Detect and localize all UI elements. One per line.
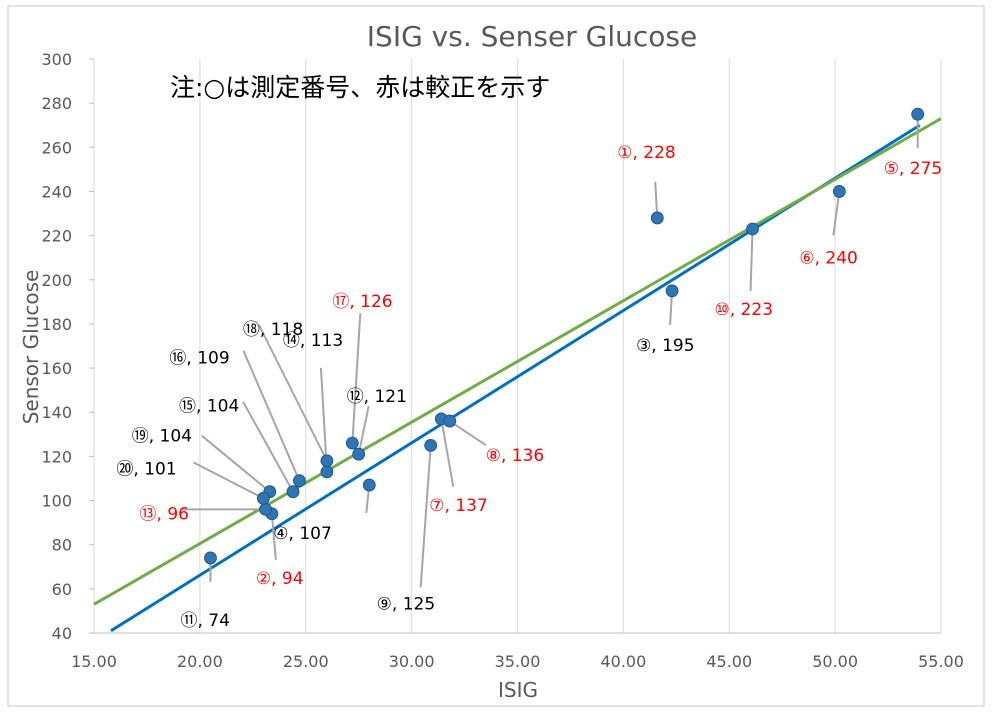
y-tick-label: 80	[52, 536, 72, 555]
data-label: ⑦, 137	[429, 496, 488, 516]
data-point	[286, 485, 300, 499]
x-tick-label: 40.00	[600, 652, 646, 671]
y-tick-label: 300	[41, 50, 72, 69]
x-tick-label: 30.00	[389, 652, 435, 671]
y-tick-label: 160	[41, 359, 72, 378]
data-label: ⑱, 118	[243, 320, 303, 340]
data-point	[320, 465, 334, 479]
leader-line	[270, 513, 277, 560]
data-label: ①, 228	[617, 143, 676, 163]
chart-border	[7, 5, 985, 707]
data-point	[832, 185, 846, 198]
x-tick-label: 45.00	[706, 652, 752, 671]
leader-line	[192, 461, 264, 500]
leader-line	[832, 191, 841, 236]
data-label: ⑬, 96	[140, 504, 189, 524]
data-point	[259, 502, 272, 516]
leader-line	[201, 434, 271, 493]
data-point	[345, 436, 359, 450]
data-label: ②, 94	[256, 569, 304, 589]
gridlines	[89, 58, 942, 634]
data-label: ⑥, 240	[799, 248, 858, 268]
data-label: ⑯, 109	[169, 349, 229, 369]
y-axis-title: Sensor Glucose	[19, 270, 43, 425]
trend-lines	[93, 117, 942, 633]
leader-line	[440, 418, 455, 488]
y-tick-label: 100	[41, 492, 72, 511]
y-tick-label: 140	[41, 403, 72, 422]
y-tick-label: 40	[52, 624, 72, 643]
leader-line	[242, 350, 301, 482]
chart-title: ISIG vs. Senser Glucose	[367, 20, 697, 53]
trend-line	[93, 117, 942, 606]
data-labels: ①, 228 ②, 94 ③, 195 ④, 107 ⑤, 275 ⑥, 240 ⑦, 13…	[116, 143, 942, 631]
data-label: ⑤, 275	[884, 159, 943, 179]
data-point	[424, 438, 438, 452]
data-label: ⑩, 223	[715, 300, 774, 320]
data-point	[320, 454, 334, 468]
axis-ticks: 15.00 20.00 25.00 30.00 35.00 40.00 45.00 50.00…	[41, 50, 963, 671]
data-label: ⑮, 104	[179, 397, 239, 417]
x-tick-label: 35.00	[495, 652, 541, 671]
data-point	[746, 222, 759, 236]
data-point	[443, 414, 457, 428]
leader-line	[357, 405, 370, 455]
y-tick-label: 220	[41, 227, 72, 246]
data-point	[650, 211, 664, 225]
y-tick-label: 280	[41, 94, 72, 113]
data-point	[911, 107, 925, 121]
data-label: ⑭, 113	[283, 331, 343, 351]
data-point	[362, 478, 376, 492]
data-label: ⑳, 101	[116, 459, 176, 479]
leader-line	[258, 324, 328, 462]
leader-line	[449, 420, 487, 446]
data-label: ⑰, 126	[332, 292, 392, 312]
y-tick-label: 60	[52, 580, 72, 599]
data-point	[204, 551, 217, 565]
data-point	[256, 491, 270, 505]
data-label: ⑧, 136	[486, 446, 545, 466]
data-point	[292, 474, 306, 488]
x-tick-label: 55.00	[918, 652, 964, 671]
data-point	[665, 284, 679, 298]
x-tick-label: 25.00	[283, 652, 329, 671]
data-point	[352, 447, 366, 461]
x-tick-label: 50.00	[812, 652, 858, 671]
leader-line	[351, 313, 362, 444]
leader-line	[242, 401, 294, 493]
chart-note: 注:○は測定番号、赤は較正を示す	[170, 73, 550, 102]
x-axis-title: ISIG	[498, 678, 538, 702]
x-tick-label: 15.00	[71, 652, 117, 671]
data-label: ③, 195	[636, 336, 695, 356]
x-tick-label: 20.00	[177, 652, 223, 671]
data-label: ⑫, 121	[347, 387, 407, 407]
data-label: ⑪, 74	[180, 611, 229, 631]
y-tick-label: 200	[41, 271, 72, 290]
y-tick-label: 240	[41, 182, 72, 201]
y-tick-label: 180	[41, 315, 72, 334]
data-label: ⑨, 125	[377, 594, 436, 614]
data-label: ④, 107	[273, 524, 332, 544]
data-label: ⑲, 104	[132, 427, 192, 447]
y-tick-label: 260	[41, 138, 72, 157]
leader-line	[419, 445, 432, 588]
leader-line	[749, 228, 754, 292]
y-tick-label: 120	[41, 447, 72, 466]
data-points	[204, 107, 925, 565]
